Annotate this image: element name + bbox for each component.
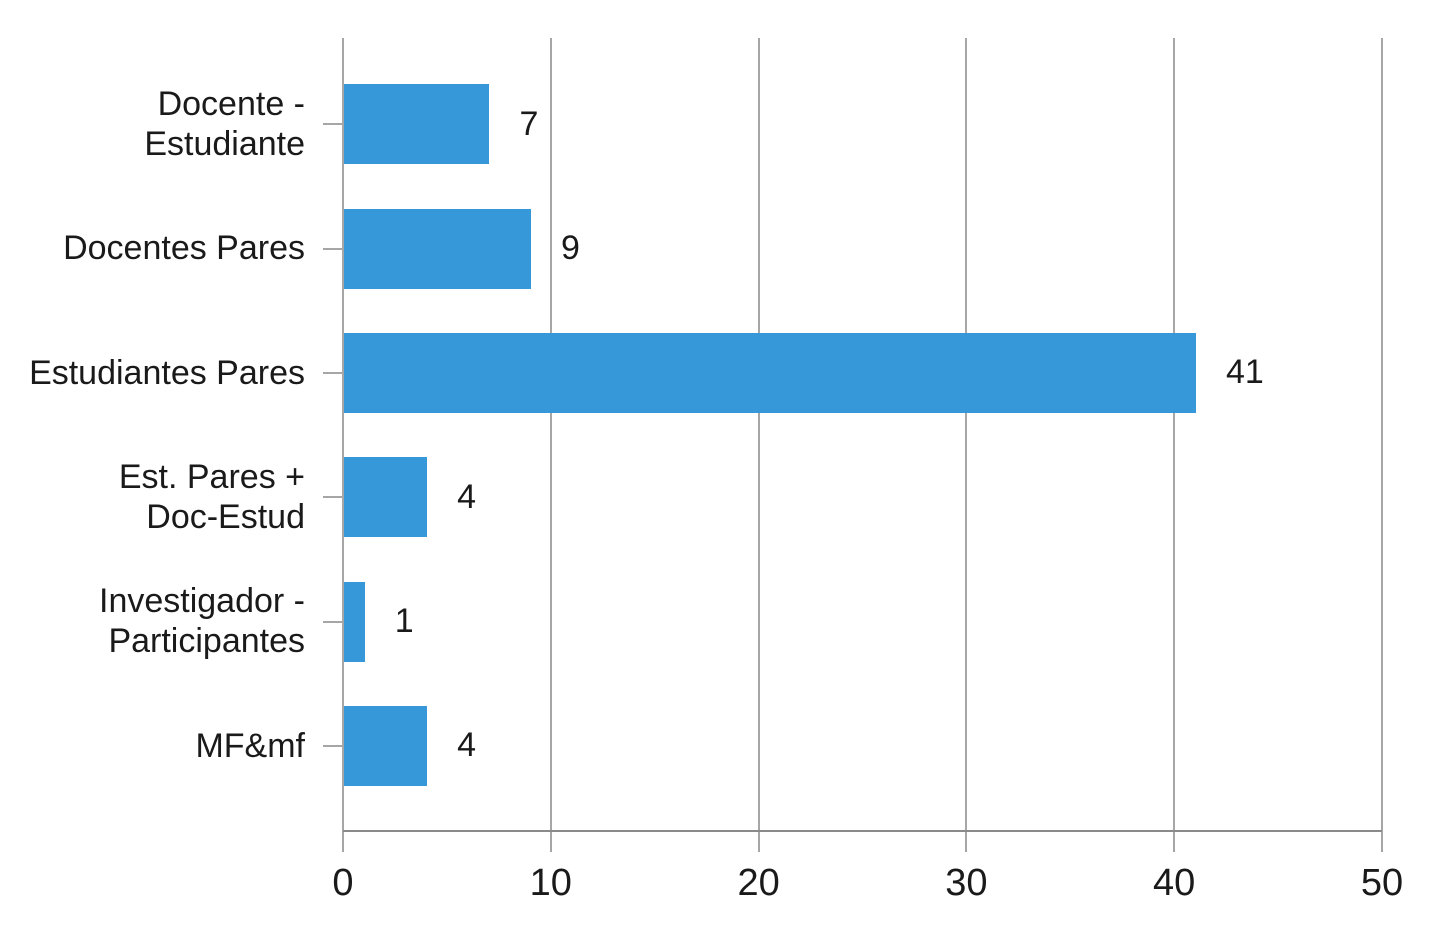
bar <box>344 581 365 662</box>
gridline <box>965 38 968 832</box>
bar <box>344 705 428 786</box>
x-axis-tick-mark <box>549 832 552 852</box>
y-axis-tick-mark <box>323 620 343 623</box>
category-label: Docente - Estudiante <box>144 85 305 164</box>
category-label: Docentes Pares <box>63 229 305 268</box>
bar-value-label: 1 <box>394 602 414 640</box>
y-axis-tick-mark <box>323 371 343 374</box>
category-label: Est. Pares + Doc-Estud <box>118 458 305 537</box>
x-tick-label: 50 <box>1360 862 1404 904</box>
bar-value-label: 41 <box>1225 353 1264 392</box>
category-label: Investigador - Participantes <box>99 582 305 661</box>
x-tick-label: 20 <box>737 862 780 904</box>
gridline <box>342 38 344 832</box>
gridline <box>549 38 552 832</box>
y-axis-tick-mark <box>323 744 343 747</box>
bar-value-label: 9 <box>561 229 580 267</box>
bar-value-label: 4 <box>457 726 477 765</box>
bar <box>344 332 1196 413</box>
gridline <box>757 38 760 832</box>
bar <box>344 84 490 165</box>
gridline <box>1381 38 1383 832</box>
x-axis-tick-mark <box>1381 832 1383 852</box>
bar <box>344 208 532 289</box>
x-tick-label: 0 <box>332 862 354 904</box>
category-label: Estudiantes Pares <box>29 353 305 392</box>
y-axis-tick-mark <box>323 496 343 499</box>
y-axis-tick-mark <box>323 123 343 126</box>
x-axis-tick-mark <box>965 832 968 852</box>
x-axis-tick-mark <box>757 832 760 852</box>
x-tick-label: 30 <box>945 862 988 904</box>
x-axis-tick-mark <box>1173 832 1176 852</box>
x-tick-label: 10 <box>529 862 572 904</box>
y-axis-tick-mark <box>323 247 343 250</box>
bar <box>344 457 428 538</box>
bar-value-label: 4 <box>457 477 477 516</box>
category-label: MF&mf <box>195 726 305 765</box>
x-axis-line <box>343 830 1382 832</box>
bar-value-label: 7 <box>519 104 539 143</box>
x-tick-label: 40 <box>1153 862 1196 904</box>
gridline <box>1173 38 1176 832</box>
x-axis-tick-mark <box>342 832 344 852</box>
